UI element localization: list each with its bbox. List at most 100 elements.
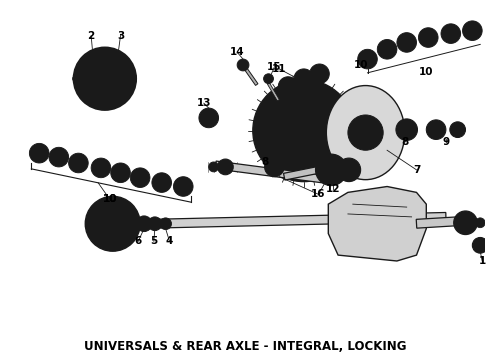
Text: 16: 16 <box>311 189 326 199</box>
Text: 8: 8 <box>401 138 408 147</box>
Circle shape <box>465 34 467 37</box>
Circle shape <box>51 160 54 163</box>
Polygon shape <box>268 83 279 101</box>
Circle shape <box>69 153 88 173</box>
Polygon shape <box>328 186 426 261</box>
Circle shape <box>426 120 446 139</box>
Circle shape <box>280 80 283 84</box>
Polygon shape <box>242 64 258 85</box>
Polygon shape <box>416 216 466 228</box>
Circle shape <box>305 70 308 73</box>
Circle shape <box>320 80 323 83</box>
Circle shape <box>134 172 146 184</box>
Circle shape <box>360 62 363 65</box>
Circle shape <box>71 157 73 160</box>
Circle shape <box>317 71 322 76</box>
Circle shape <box>175 180 178 183</box>
Circle shape <box>181 184 186 189</box>
Circle shape <box>126 220 134 228</box>
Circle shape <box>296 123 312 139</box>
Circle shape <box>282 81 294 93</box>
Circle shape <box>95 210 102 217</box>
Text: 13: 13 <box>196 98 211 108</box>
Circle shape <box>337 158 361 181</box>
Circle shape <box>115 167 126 179</box>
Circle shape <box>114 237 122 244</box>
Circle shape <box>294 85 297 88</box>
Circle shape <box>381 44 393 55</box>
Circle shape <box>40 159 43 162</box>
Circle shape <box>237 59 249 71</box>
Circle shape <box>118 170 123 175</box>
Circle shape <box>33 147 45 159</box>
Circle shape <box>111 163 130 183</box>
Circle shape <box>46 152 49 155</box>
Circle shape <box>404 127 410 132</box>
Circle shape <box>278 77 298 96</box>
Circle shape <box>140 220 148 228</box>
Text: 3: 3 <box>117 31 124 41</box>
Circle shape <box>31 156 34 159</box>
Circle shape <box>400 123 414 136</box>
Circle shape <box>53 151 65 163</box>
Circle shape <box>240 62 246 68</box>
Circle shape <box>283 148 287 152</box>
Circle shape <box>301 76 306 81</box>
Circle shape <box>141 169 144 172</box>
Ellipse shape <box>326 86 405 180</box>
Text: 10: 10 <box>419 67 434 77</box>
Circle shape <box>163 174 166 177</box>
Circle shape <box>399 36 402 39</box>
Circle shape <box>314 68 325 80</box>
Circle shape <box>74 48 136 110</box>
Circle shape <box>168 181 171 184</box>
Circle shape <box>388 55 391 58</box>
Circle shape <box>450 122 465 138</box>
Circle shape <box>289 93 292 95</box>
Circle shape <box>100 74 110 84</box>
Circle shape <box>454 126 462 134</box>
Circle shape <box>473 37 476 40</box>
Circle shape <box>56 155 61 159</box>
Text: 5: 5 <box>150 237 157 246</box>
Text: 10: 10 <box>102 194 117 204</box>
Circle shape <box>443 37 446 40</box>
Text: 14: 14 <box>230 47 245 57</box>
Circle shape <box>94 49 98 54</box>
Circle shape <box>296 82 299 85</box>
Circle shape <box>151 220 158 227</box>
Text: 12: 12 <box>326 184 341 194</box>
Text: 2: 2 <box>88 31 95 41</box>
Circle shape <box>377 40 397 59</box>
Circle shape <box>408 48 411 51</box>
Circle shape <box>326 165 336 175</box>
Circle shape <box>286 84 291 89</box>
Circle shape <box>268 139 271 143</box>
Circle shape <box>265 157 284 177</box>
Circle shape <box>368 50 371 53</box>
Circle shape <box>209 162 219 172</box>
Circle shape <box>278 157 281 161</box>
Circle shape <box>310 64 329 84</box>
Circle shape <box>358 49 377 69</box>
Circle shape <box>122 179 124 182</box>
Circle shape <box>445 28 457 40</box>
Circle shape <box>221 163 229 171</box>
Circle shape <box>289 78 292 81</box>
Circle shape <box>113 176 116 179</box>
Circle shape <box>93 162 96 165</box>
Circle shape <box>310 77 313 80</box>
Circle shape <box>401 37 413 48</box>
Circle shape <box>190 185 193 188</box>
Circle shape <box>426 35 431 40</box>
Circle shape <box>85 196 140 251</box>
Circle shape <box>78 52 131 105</box>
Circle shape <box>31 147 34 150</box>
Circle shape <box>79 169 82 172</box>
Circle shape <box>159 180 164 185</box>
Circle shape <box>51 151 54 154</box>
Circle shape <box>211 110 214 113</box>
Circle shape <box>206 116 211 120</box>
Circle shape <box>320 65 323 68</box>
Circle shape <box>163 221 169 227</box>
